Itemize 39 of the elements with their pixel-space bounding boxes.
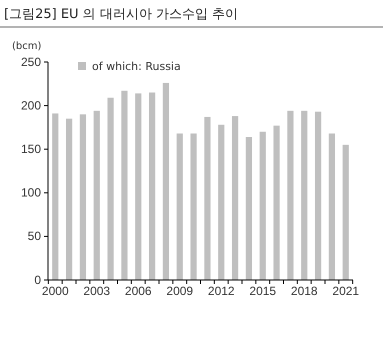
bar (66, 118, 72, 280)
bar (260, 132, 266, 280)
bar (52, 113, 58, 280)
x-tick-label: 2009 (166, 284, 194, 298)
bar (162, 82, 170, 280)
x-tick-label: 2003 (83, 284, 110, 298)
y-tick-label: 100 (20, 186, 42, 200)
bar (232, 116, 238, 280)
bar (246, 136, 252, 280)
bar (301, 110, 308, 280)
bar (314, 112, 322, 280)
y-tick-label: 0 (34, 272, 42, 287)
y-axis-title: (bcm) (12, 41, 42, 52)
bar (190, 134, 197, 280)
bar (273, 126, 280, 280)
x-tick-label: 2006 (124, 284, 152, 298)
bar (135, 93, 142, 280)
y-tick-label: 250 (20, 54, 42, 69)
x-tick-label: 2015 (249, 284, 276, 298)
bar (328, 134, 336, 280)
x-tick-label: 2021 (332, 284, 360, 298)
bar (176, 134, 183, 280)
bar (287, 110, 294, 280)
bar (107, 98, 114, 280)
chart-title: [그림25] EU 의 대러시아 가스수입 추이 (4, 7, 238, 22)
bar (148, 92, 156, 280)
y-tick-label: 150 (20, 142, 42, 156)
bar (204, 116, 211, 280)
x-tick-label: 2018 (290, 284, 318, 298)
bar (80, 114, 86, 280)
bar (342, 144, 349, 280)
bar (121, 90, 128, 280)
y-tick-label: 50 (28, 229, 42, 244)
bar (218, 124, 224, 280)
x-tick-label: 2012 (208, 284, 235, 298)
legend-label: of which: Russia (92, 60, 181, 73)
bar (94, 110, 100, 280)
y-tick-label: 200 (20, 98, 42, 112)
x-tick-label: 2000 (42, 284, 69, 298)
